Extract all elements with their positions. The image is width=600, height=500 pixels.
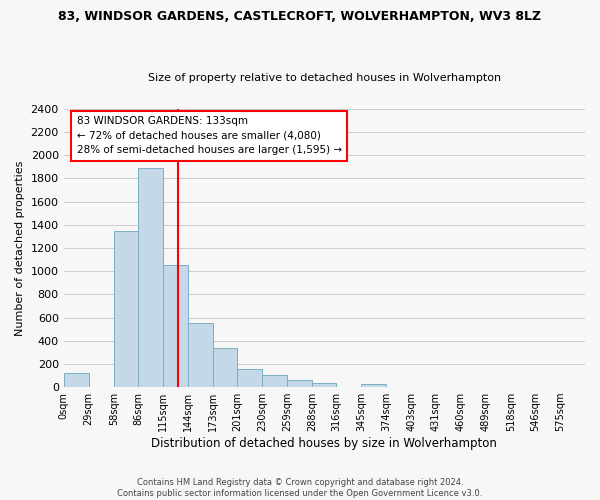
Bar [361, 384, 386, 387]
Bar [312, 383, 337, 387]
Title: Size of property relative to detached houses in Wolverhampton: Size of property relative to detached ho… [148, 73, 501, 83]
Bar [188, 324, 213, 387]
Bar [114, 230, 138, 387]
Bar [64, 372, 89, 387]
Text: Contains HM Land Registry data © Crown copyright and database right 2024.
Contai: Contains HM Land Registry data © Crown c… [118, 478, 482, 498]
Y-axis label: Number of detached properties: Number of detached properties [15, 160, 25, 336]
X-axis label: Distribution of detached houses by size in Wolverhampton: Distribution of detached houses by size … [151, 437, 497, 450]
Bar [287, 380, 312, 387]
Text: 83, WINDSOR GARDENS, CASTLECROFT, WOLVERHAMPTON, WV3 8LZ: 83, WINDSOR GARDENS, CASTLECROFT, WOLVER… [58, 10, 542, 23]
Bar [163, 266, 188, 387]
Text: 83 WINDSOR GARDENS: 133sqm
← 72% of detached houses are smaller (4,080)
28% of s: 83 WINDSOR GARDENS: 133sqm ← 72% of deta… [77, 116, 342, 156]
Bar [237, 368, 262, 387]
Bar [262, 375, 287, 387]
Bar [138, 168, 163, 387]
Bar [213, 348, 237, 387]
